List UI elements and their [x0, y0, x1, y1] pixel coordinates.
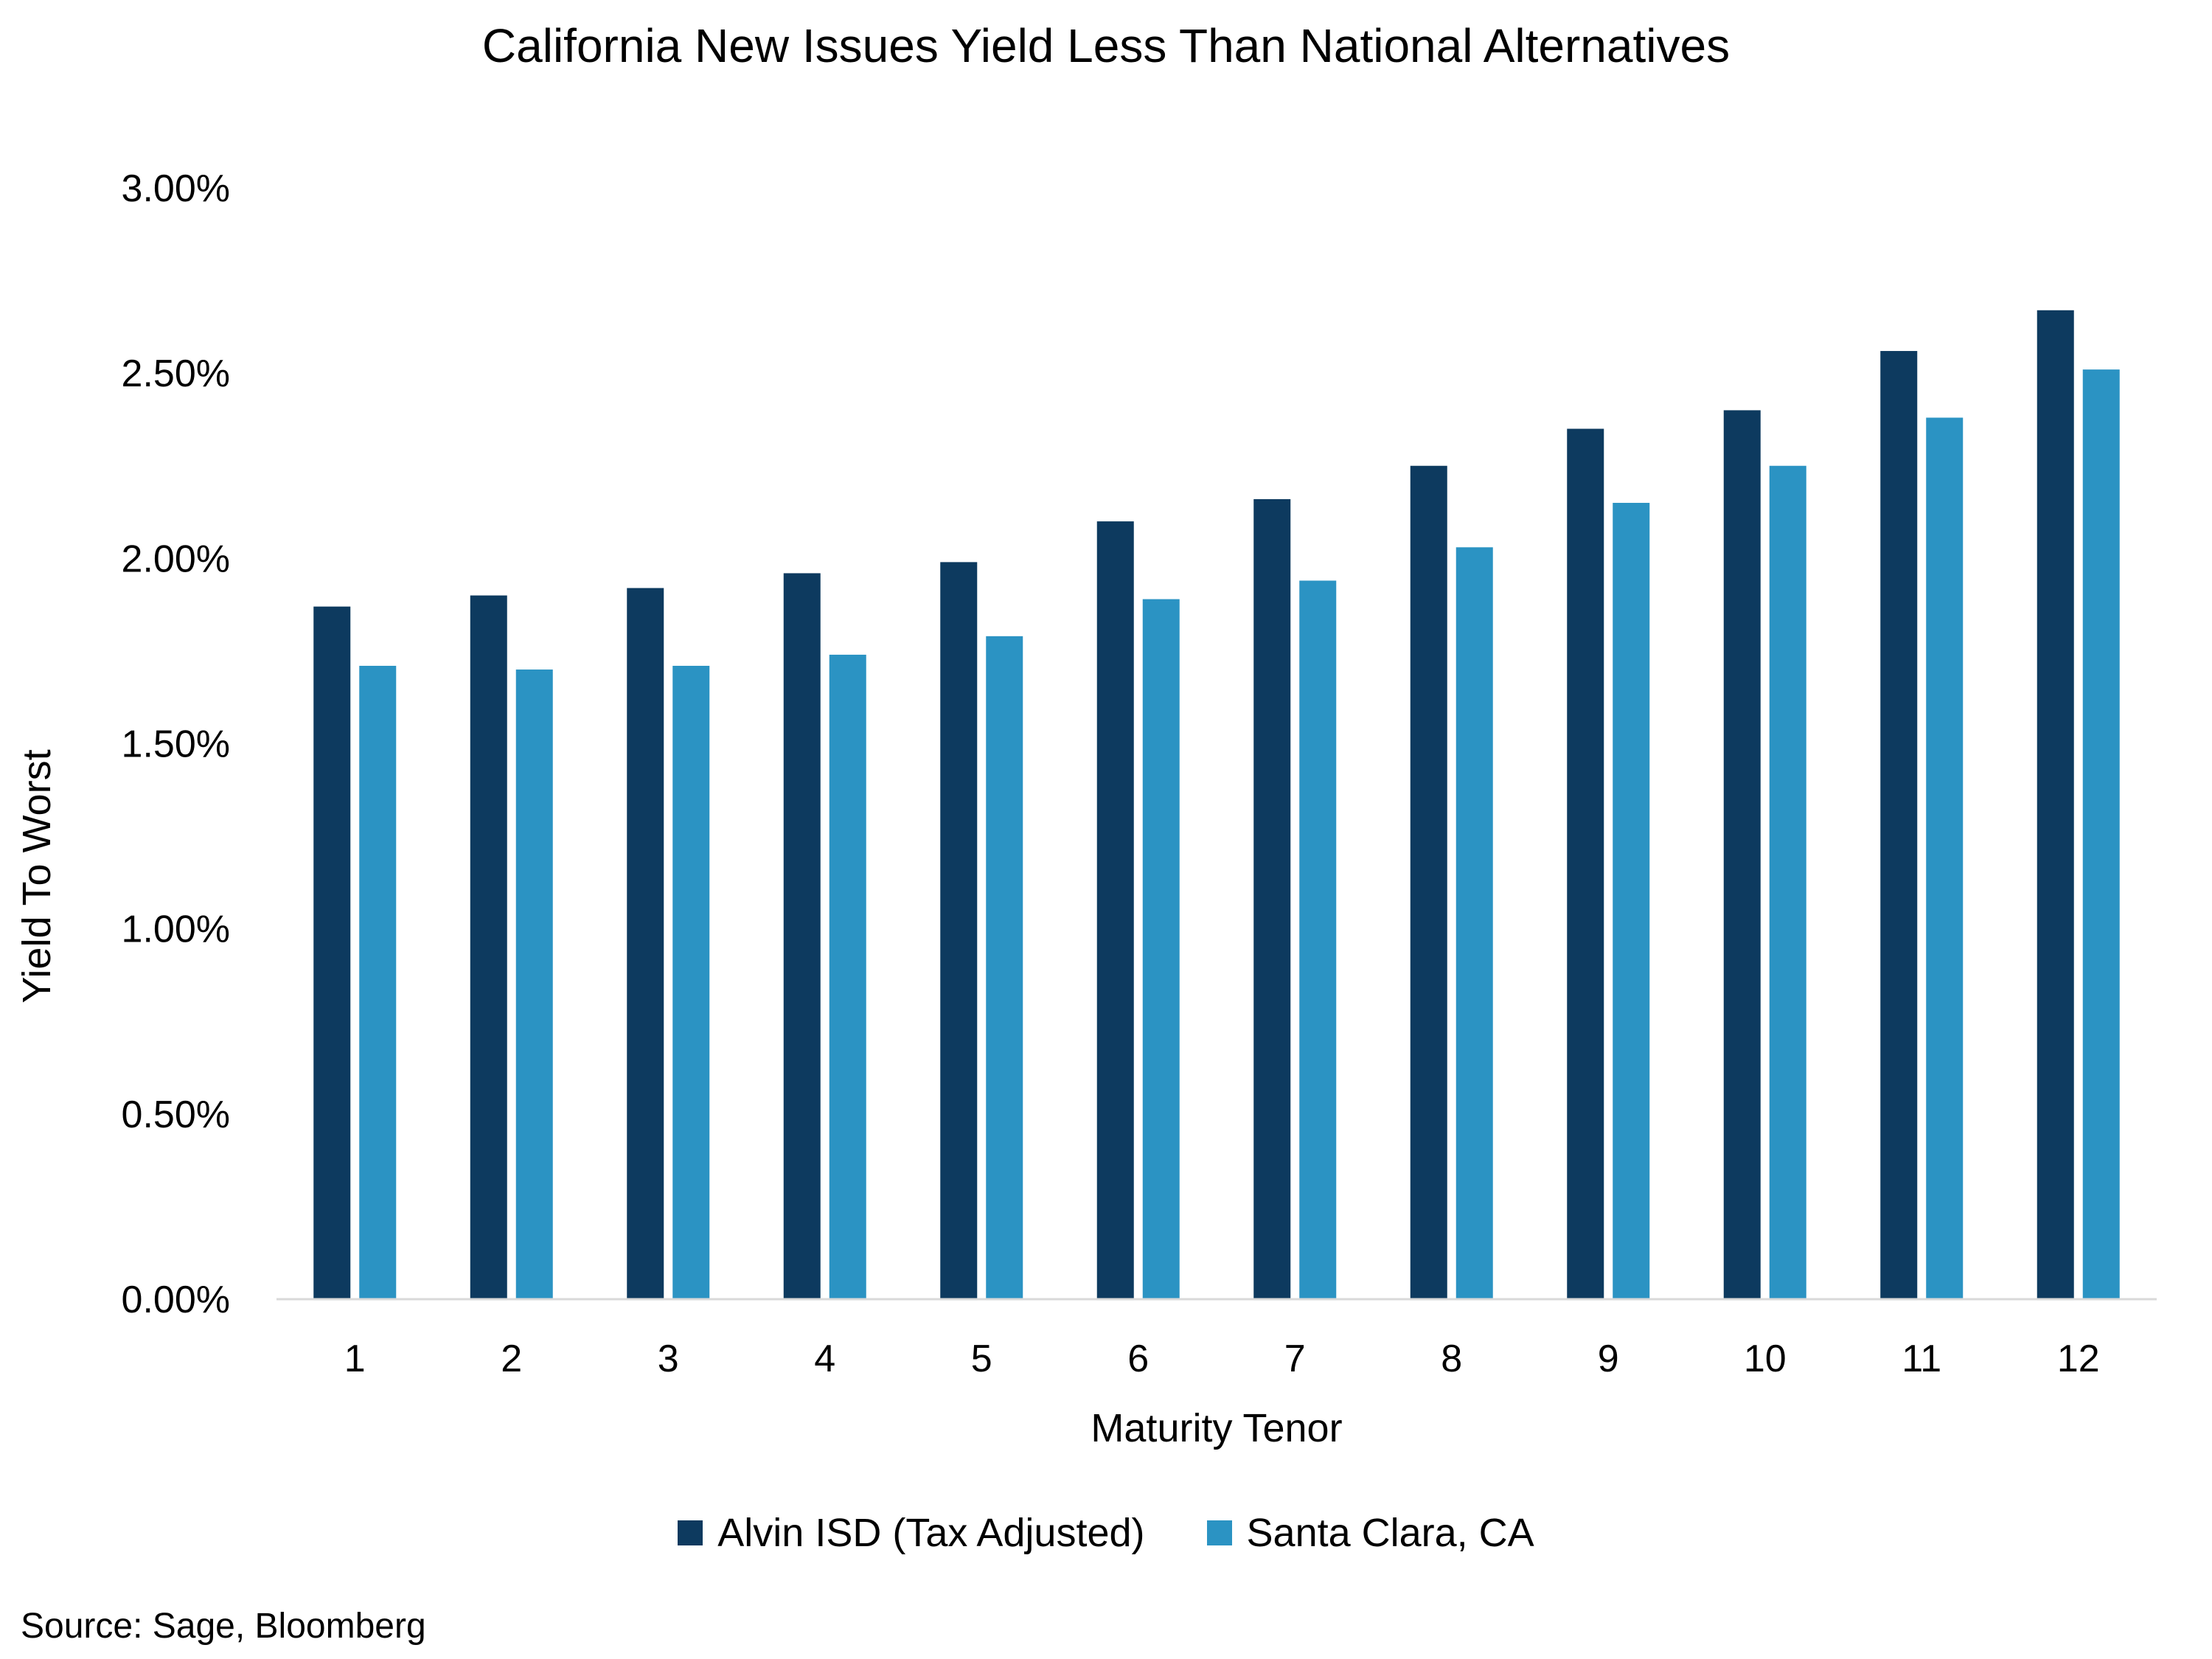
y-axis-title: Yield To Worst [15, 749, 59, 1003]
legend-swatch-alvin-isd [678, 1520, 703, 1545]
bars [313, 310, 2120, 1300]
bar-alvin-isd-6 [1096, 521, 1134, 1299]
x-tick-label: 10 [1744, 1338, 1787, 1380]
legend-swatch-santa-clara [1206, 1520, 1232, 1545]
bar-santa-clara-5 [986, 636, 1023, 1299]
x-tick-label: 5 [971, 1338, 992, 1380]
x-axis-ticks: 1 2 3 4 5 6 7 8 9 10 11 12 [344, 1338, 2100, 1380]
x-tick-label: 9 [1598, 1338, 1619, 1380]
x-tick-label: 6 [1127, 1338, 1149, 1380]
x-tick-label: 8 [1441, 1338, 1462, 1380]
source-note: Source: Sage, Bloomberg [21, 1607, 426, 1646]
bar-alvin-isd-1 [313, 606, 351, 1299]
x-tick-label: 11 [1902, 1338, 1941, 1380]
legend-item-alvin-isd: Alvin ISD (Tax Adjusted) [678, 1510, 1145, 1556]
y-tick-label: 1.00% [122, 908, 230, 951]
y-tick-label: 0.00% [122, 1279, 230, 1321]
bar-santa-clara-8 [1455, 547, 1493, 1299]
bar-alvin-isd-9 [1567, 428, 1604, 1300]
bar-santa-clara-12 [2082, 369, 2120, 1300]
bar-santa-clara-6 [1142, 599, 1180, 1299]
legend-label-santa-clara: Santa Clara, CA [1246, 1511, 1534, 1555]
bar-santa-clara-1 [359, 666, 397, 1299]
bar-alvin-isd-10 [1723, 410, 1761, 1299]
chart-title: California New Issues Yield Less Than Na… [481, 19, 1731, 72]
bar-alvin-isd-4 [783, 573, 821, 1299]
legend-item-santa-clara: Santa Clara, CA [1206, 1510, 1534, 1556]
y-tick-label: 1.50% [122, 723, 230, 766]
legend: Alvin ISD (Tax Adjusted) Santa Clara, CA [0, 1510, 2212, 1556]
x-axis-title: Maturity Tenor [1091, 1406, 1342, 1450]
x-tick-label: 3 [658, 1338, 679, 1380]
x-tick-label: 12 [2057, 1338, 2100, 1380]
x-tick-label: 1 [344, 1338, 366, 1380]
bar-alvin-isd-2 [470, 595, 507, 1299]
bar-alvin-isd-12 [2037, 310, 2074, 1299]
bar-santa-clara-7 [1299, 580, 1337, 1299]
bar-santa-clara-11 [1926, 417, 1964, 1299]
x-tick-label: 4 [814, 1338, 835, 1380]
y-tick-label: 2.00% [122, 538, 230, 580]
bar-alvin-isd-8 [1410, 465, 1447, 1299]
bar-alvin-isd-3 [627, 588, 664, 1299]
y-tick-label: 2.50% [122, 352, 230, 395]
y-tick-label: 3.00% [122, 167, 230, 210]
bar-alvin-isd-7 [1253, 498, 1291, 1300]
bar-alvin-isd-5 [940, 562, 978, 1299]
bar-santa-clara-4 [829, 654, 866, 1299]
legend-label-alvin-isd: Alvin ISD (Tax Adjusted) [717, 1511, 1145, 1555]
y-axis-ticks: 0.00% 0.50% 1.00% 1.50% 2.00% 2.50% 3.00% [122, 167, 230, 1321]
bar-santa-clara-10 [1769, 465, 1806, 1299]
bar-alvin-isd-11 [1880, 351, 1918, 1300]
x-tick-label: 7 [1284, 1338, 1306, 1380]
x-tick-label: 2 [501, 1338, 522, 1380]
bar-santa-clara-9 [1613, 502, 1650, 1299]
y-tick-label: 0.50% [122, 1093, 230, 1136]
bar-santa-clara-3 [672, 666, 710, 1299]
bar-santa-clara-2 [515, 669, 553, 1299]
